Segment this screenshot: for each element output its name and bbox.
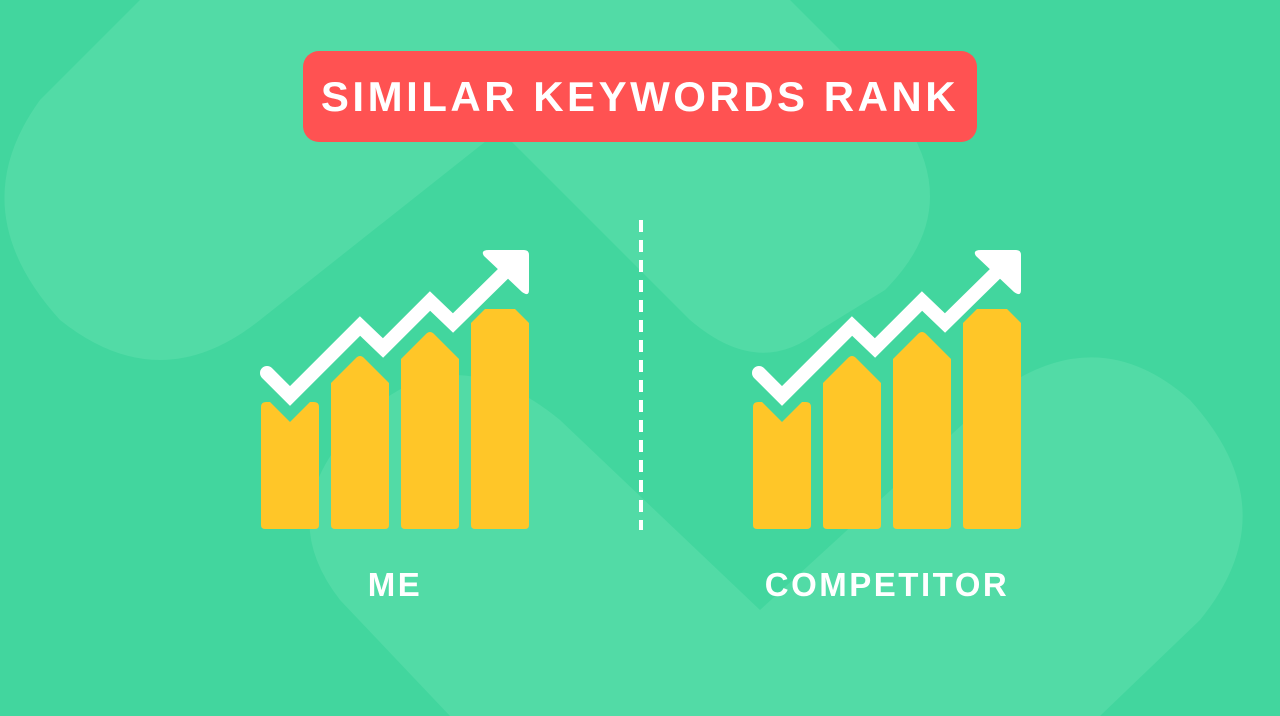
me-chart-icon <box>261 250 529 529</box>
title-text: SIMILAR KEYWORDS RANK <box>320 72 960 120</box>
me-label: ME <box>367 566 423 603</box>
competitor-label: COMPETITOR <box>764 566 1010 603</box>
competitor-chart-icon <box>753 250 1021 529</box>
title-banner: SIMILAR KEYWORDS RANK <box>303 51 977 142</box>
